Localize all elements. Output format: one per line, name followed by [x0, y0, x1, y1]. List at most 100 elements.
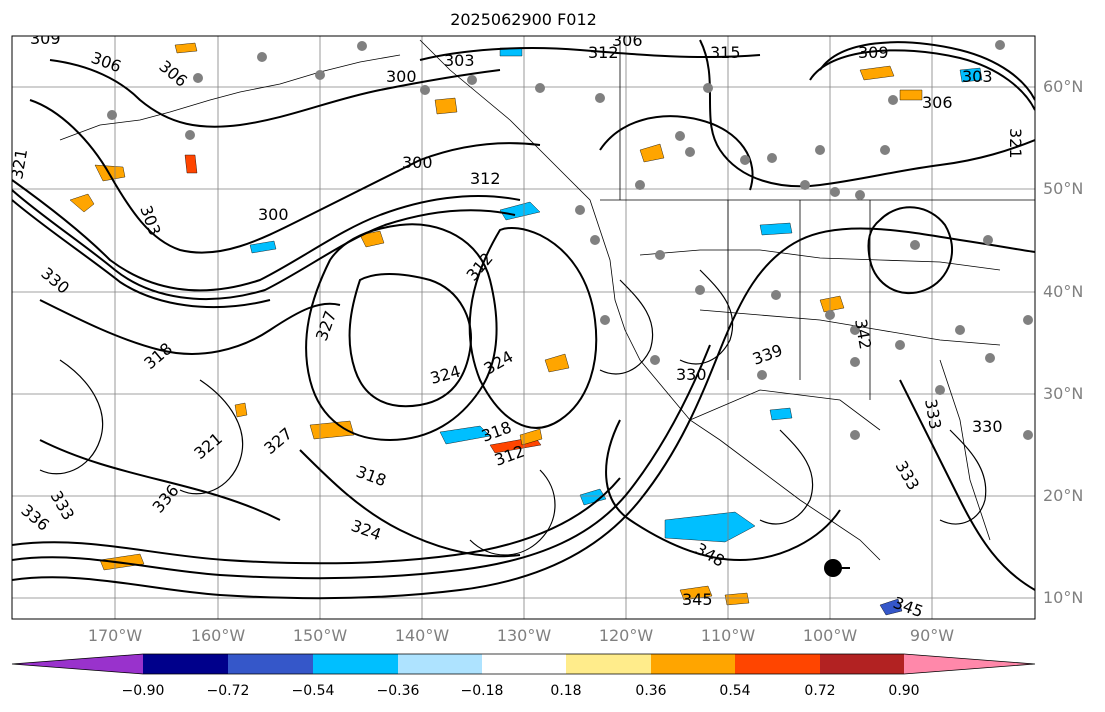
shade-patch — [759, 222, 793, 236]
station-dot — [595, 93, 605, 103]
border-line — [639, 249, 1001, 271]
station-dot — [590, 235, 600, 245]
map-background — [12, 36, 1035, 619]
contour-label: 300 — [386, 67, 417, 86]
contour-label: 312 — [470, 169, 501, 188]
contour-label: 300 — [258, 205, 289, 224]
station-dot — [995, 40, 1005, 50]
station-dot — [650, 355, 660, 365]
shade-patch — [879, 598, 903, 616]
contours — [12, 39, 1035, 600]
colorbar-tick-label: −0.72 — [206, 683, 250, 699]
lat-label: 50°N — [1043, 179, 1084, 198]
colorbar-segment — [482, 654, 566, 674]
colorbar-tick-label: 0.18 — [550, 683, 582, 699]
contour-line — [469, 469, 556, 556]
shade-patch — [579, 488, 607, 506]
shade-patch — [434, 97, 458, 115]
coastline — [419, 39, 881, 561]
shade-patch — [249, 240, 277, 254]
colorbar-segment — [735, 654, 820, 674]
lon-label: 120°W — [598, 626, 654, 645]
lon-label: 100°W — [802, 626, 858, 645]
shade-patch — [639, 143, 665, 163]
map-title: 2025062900 F012 — [450, 10, 597, 29]
station-dot — [895, 340, 905, 350]
colorbar-tick-label: 0.54 — [719, 683, 751, 699]
shade-patch — [819, 295, 845, 313]
contour-label: 315 — [710, 43, 741, 62]
contour-line — [809, 49, 1035, 111]
station-dot — [850, 325, 860, 335]
station-dot — [655, 250, 665, 260]
station-dot — [467, 75, 477, 85]
contour-line — [29, 99, 541, 254]
contour-line — [12, 189, 516, 300]
contour-line — [939, 429, 987, 525]
colorbar — [11, 653, 1036, 675]
contour-line — [867, 206, 954, 295]
contour-line — [759, 429, 814, 525]
station-dot — [1023, 430, 1033, 440]
station-dot — [850, 430, 860, 440]
contour-line — [419, 47, 761, 61]
contour-line — [12, 227, 1035, 600]
shade-patch — [234, 402, 248, 418]
shade-patch — [544, 353, 570, 373]
colorbar-tick-label: 0.72 — [804, 683, 836, 699]
station-dot — [675, 131, 685, 141]
contour-line — [12, 344, 711, 580]
border-line — [689, 389, 881, 431]
border-line — [699, 309, 1001, 346]
shade-patch — [679, 585, 713, 601]
station-dot — [825, 310, 835, 320]
colorbar-segment — [143, 654, 228, 674]
station-dot — [800, 180, 810, 190]
shade-patch — [359, 230, 385, 248]
border-line — [939, 359, 991, 541]
station-dot — [740, 155, 750, 165]
contour-label: 303 — [962, 67, 993, 86]
thin-contours — [39, 269, 987, 556]
contour-line — [599, 279, 654, 375]
graticule — [12, 36, 1035, 619]
contour-line — [49, 59, 501, 128]
station-dot — [910, 240, 920, 250]
station-dot — [830, 187, 840, 197]
shade-patch — [499, 201, 541, 221]
lon-label: 130°W — [496, 626, 552, 645]
station-dot — [855, 190, 865, 200]
station-dot — [757, 370, 767, 380]
station-dot — [257, 52, 267, 62]
station-dot — [357, 41, 367, 51]
coastlines — [59, 39, 1035, 561]
coastline — [59, 54, 401, 141]
contour-label: 306 — [612, 31, 643, 50]
station-dot — [767, 153, 777, 163]
station-dot — [600, 315, 610, 325]
colorbar-segment — [820, 654, 904, 674]
colorbar-tick-label: −0.90 — [121, 683, 165, 699]
station-dot — [703, 83, 713, 93]
colorbar-segment — [651, 654, 735, 674]
contour-line — [12, 477, 621, 565]
station-dot — [935, 385, 945, 395]
station-dot — [315, 70, 325, 80]
lon-label: 90°W — [909, 626, 955, 645]
contour-line — [899, 379, 1035, 591]
shade-patch — [439, 425, 491, 445]
colorbar-segment — [398, 654, 482, 674]
colorbar-tick-label: 0.36 — [635, 683, 667, 699]
station-dot — [420, 85, 430, 95]
shade-patch — [184, 154, 198, 174]
lat-label: 10°N — [1043, 588, 1084, 607]
colorbar-tick-label: −0.54 — [291, 683, 335, 699]
station-dot — [575, 205, 585, 215]
lat-label: 40°N — [1043, 282, 1084, 301]
shade-patch — [724, 592, 750, 606]
contour-line — [819, 41, 1035, 101]
contour-line — [39, 439, 281, 521]
lat-label: 60°N — [1043, 77, 1084, 96]
contour-label: 312 — [588, 43, 619, 62]
